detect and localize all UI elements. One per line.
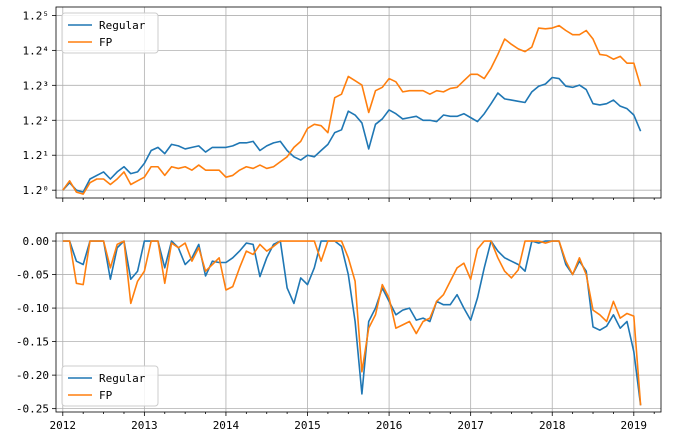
y-tick-label: -0.15 — [16, 336, 49, 349]
axes-frame — [55, 6, 662, 199]
legend-label-fp: FP — [99, 36, 113, 49]
y-tick-label: -0.05 — [16, 269, 49, 282]
y-tick-label: -0.25 — [16, 403, 49, 416]
drawdown-panel: 2012 2013 2014 2015 2016 2017 2018 2019 0.00 -0.0… — [16, 232, 662, 432]
x-tick-label: 2018 — [539, 419, 566, 432]
y-tick-label: 1.2¹ — [23, 149, 50, 162]
equity-curve-panel: 1.2⁰ 1.2¹ 1.2² 1.2³ 1.2⁴ 1.2⁵ Regular FP — [23, 6, 662, 202]
y-tick-label: 1.2² — [23, 114, 50, 127]
y-tick-label: 1.2³ — [23, 79, 50, 92]
legend-box — [61, 365, 159, 407]
x-tick-label: 2012 — [50, 419, 77, 432]
legend: Regular FP — [61, 12, 159, 54]
x-tick-label: 2014 — [213, 419, 240, 432]
x-tick-label: 2017 — [457, 419, 484, 432]
y-tick-label: 0.00 — [23, 235, 50, 248]
legend: Regular FP — [61, 365, 159, 407]
x-tick-label: 2016 — [376, 419, 403, 432]
y-tick-label: -0.20 — [16, 369, 49, 382]
x-tick-label: 2015 — [294, 419, 321, 432]
y-tick-label: 1.2⁴ — [23, 44, 50, 57]
x-tick-label: 2013 — [131, 419, 158, 432]
y-tick-label: 1.2⁵ — [23, 9, 50, 22]
legend-label-regular: Regular — [99, 19, 146, 32]
legend-label-regular: Regular — [99, 372, 146, 385]
axes-frame — [55, 232, 662, 413]
legend-box — [61, 12, 159, 54]
series-line-fp — [62, 24, 642, 195]
y-tick-label: -0.10 — [16, 302, 49, 315]
series-line-fp — [62, 240, 642, 406]
x-tick-label: 2019 — [621, 419, 648, 432]
y-tick-label: 1.2⁰ — [23, 184, 50, 197]
series-line-regular — [62, 76, 642, 193]
legend-label-fp: FP — [99, 389, 113, 402]
